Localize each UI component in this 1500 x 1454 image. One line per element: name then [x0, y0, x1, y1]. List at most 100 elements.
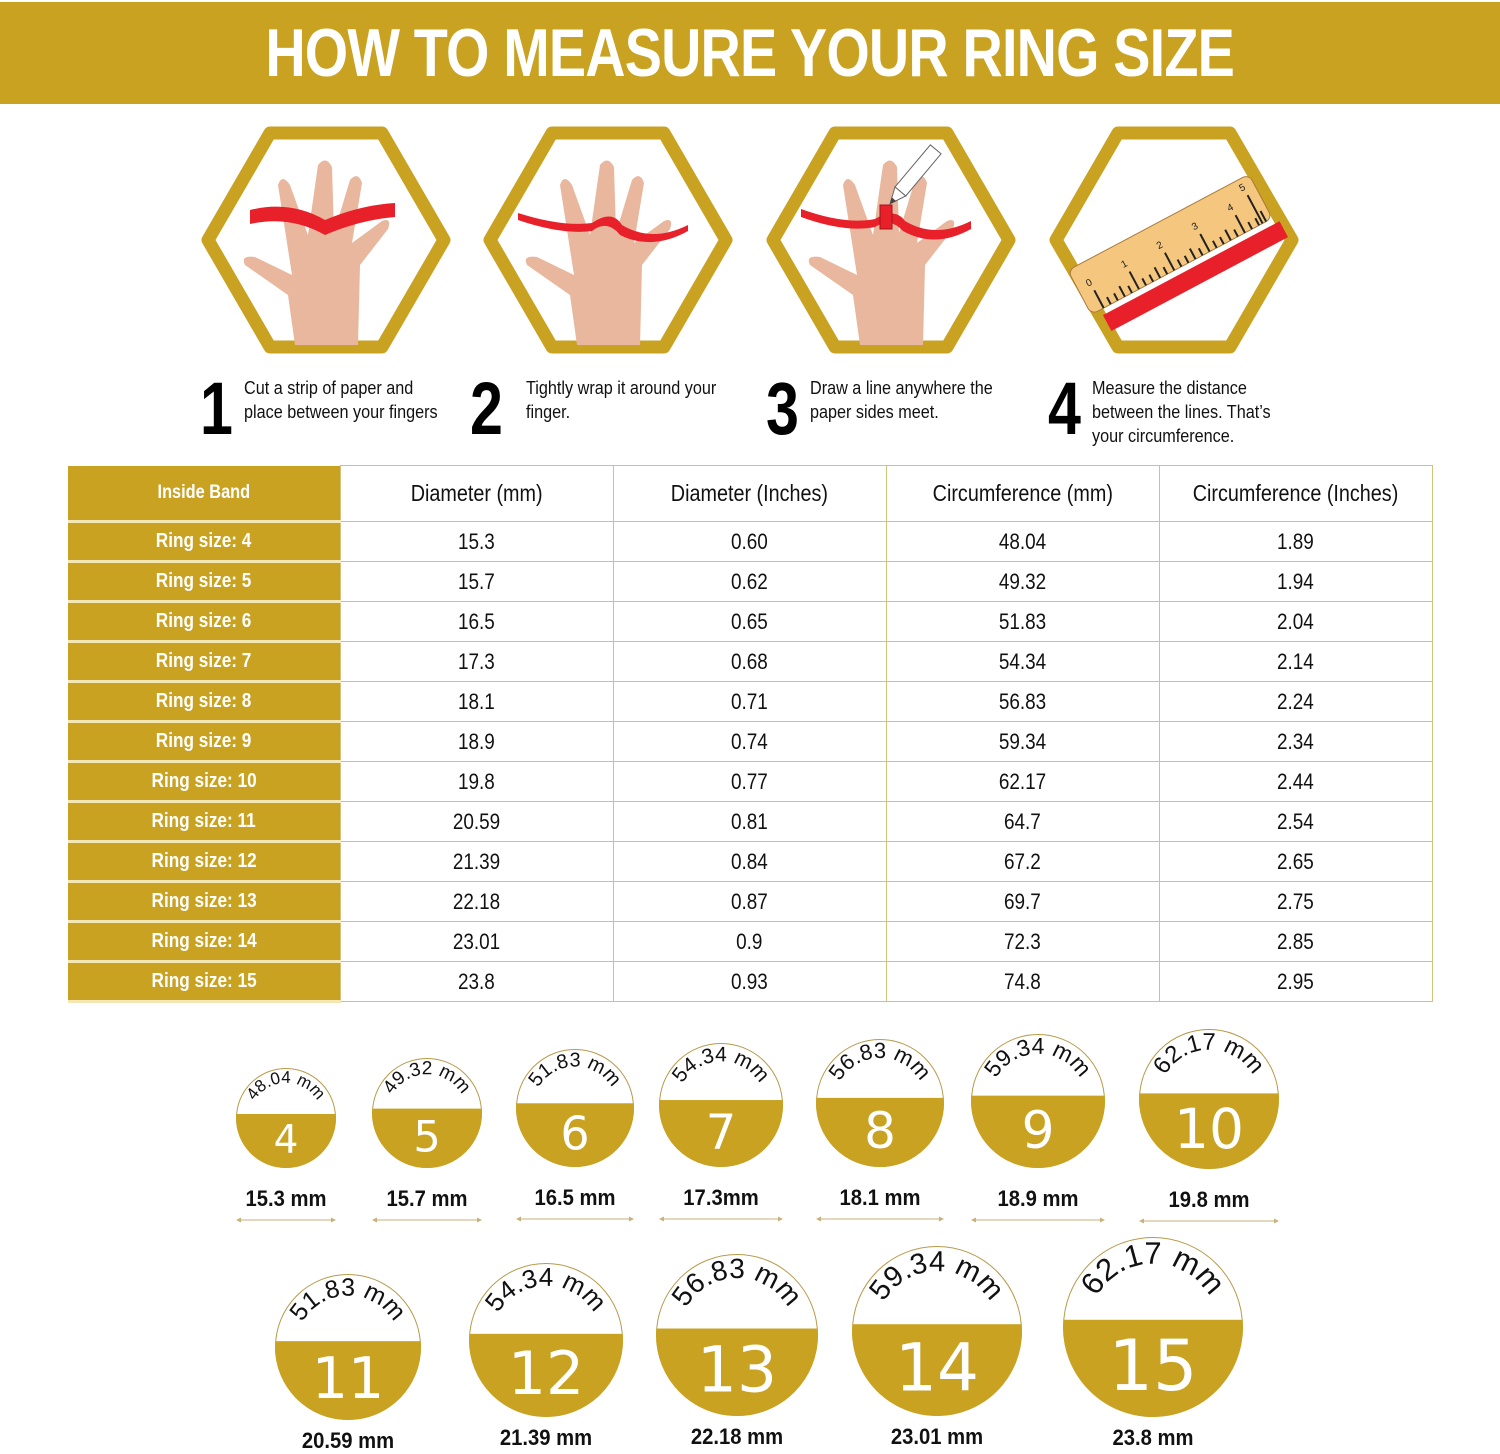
- ring-size-15-circle: 62.17 mm 15 23.8 mm: [1063, 1236, 1243, 1450]
- hand-paper-between-fingers-icon: [200, 125, 452, 355]
- diameter-in-cell: 0.93: [612, 961, 887, 1002]
- width-arrow-icon: [516, 1216, 634, 1222]
- width-arrow-icon: [372, 1217, 482, 1223]
- ring-size-number: 9: [1021, 1101, 1054, 1161]
- table-row: Ring size: 15 23.8 0.93 74.8 2.95: [68, 961, 1433, 1003]
- ring-size-8-circle: 56.83 mm 8 18.1 mm: [816, 1038, 944, 1222]
- table-row: Ring size: 4 15.3 0.60 48.04 1.89: [68, 521, 1433, 563]
- table-row: Ring size: 11 20.59 0.81 64.7 2.54: [68, 801, 1433, 843]
- table-row: Ring size: 8 18.1 0.71 56.83 2.24: [68, 681, 1433, 723]
- row-label-cell: Ring size: 15: [68, 961, 340, 1003]
- diameter-mm-cell: 23.01: [339, 921, 614, 962]
- diameter-label: 17.3mm: [683, 1185, 759, 1210]
- table-row: Ring size: 5 15.7 0.62 49.32 1.94: [68, 561, 1433, 603]
- circumference-mm-cell: 72.3: [885, 921, 1160, 962]
- ring-size-number: 12: [508, 1339, 584, 1409]
- ring-size-11-circle: 51.83 mm 11 20.59 mm: [275, 1274, 421, 1453]
- circumference-in-cell: 2.85: [1158, 921, 1433, 962]
- step-text: Cut a strip of paper and place between y…: [244, 378, 438, 422]
- diameter-in-cell: 0.71: [612, 681, 887, 722]
- diameter-mm-cell: 18.9: [339, 721, 614, 762]
- diameter-label: 23.01 mm: [890, 1424, 984, 1449]
- step-text: Draw a line anywhere the paper sides mee…: [810, 378, 993, 422]
- step-text: Measure the distance between the lines. …: [1092, 378, 1271, 446]
- diameter-label: 18.9 mm: [997, 1186, 1079, 1211]
- diameter-mm-cell: 18.1: [339, 681, 614, 722]
- ring-size-9-circle: 59.34 mm 9 18.9 mm: [971, 1033, 1105, 1223]
- circumference-mm-cell: 51.83: [885, 601, 1160, 642]
- row-label-cell: Ring size: 9: [68, 721, 340, 763]
- diameter-label: 15.3 mm: [245, 1186, 327, 1211]
- ring-size-12-circle: 54.34 mm 12 21.39 mm: [469, 1262, 623, 1450]
- diameter-in-cell: 0.60: [612, 521, 887, 562]
- circumference-mm-cell: 74.8: [885, 961, 1160, 1002]
- table-row: Ring size: 9 18.9 0.74 59.34 2.34: [68, 721, 1433, 763]
- ring-size-number: 13: [697, 1334, 777, 1407]
- ring-size-number: 4: [274, 1118, 299, 1163]
- row-label-cell: Ring size: 13: [68, 881, 340, 923]
- ring-size-5-circle: 49.32 mm 5 15.7 mm: [372, 1058, 482, 1223]
- row-label-cell: Ring size: 7: [68, 641, 340, 683]
- ring-size-number: 7: [706, 1104, 737, 1160]
- table-row: Ring size: 6 16.5 0.65 51.83 2.04: [68, 601, 1433, 643]
- ring-size-number: 11: [312, 1346, 385, 1412]
- diameter-in-cell: 0.81: [612, 801, 887, 842]
- circumference-in-cell: 2.14: [1158, 641, 1433, 682]
- width-arrow-icon: [1139, 1218, 1279, 1224]
- step-number: 4: [1048, 367, 1081, 450]
- diameter-label: 20.59 mm: [301, 1428, 395, 1453]
- width-arrow-icon: [971, 1217, 1105, 1223]
- circumference-in-cell: 2.75: [1158, 881, 1433, 922]
- diameter-label: 22.18 mm: [690, 1424, 784, 1449]
- diameter-mm-cell: 20.59: [339, 801, 614, 842]
- row-label-cell: Ring size: 4: [68, 521, 340, 563]
- col-header-inside-band: Inside Band: [68, 465, 340, 523]
- table-row: Ring size: 7 17.3 0.68 54.34 2.14: [68, 641, 1433, 683]
- diameter-mm-cell: 17.3: [339, 641, 614, 682]
- hand-paper-wrapped-icon: [482, 125, 734, 355]
- step-number: 1: [200, 367, 233, 450]
- circumference-in-cell: 2.95: [1158, 961, 1433, 1002]
- diameter-in-cell: 0.74: [612, 721, 887, 762]
- ring-size-number: 15: [1108, 1325, 1197, 1407]
- ring-size-6-circle: 51.83 mm 6 16.5 mm: [516, 1049, 634, 1222]
- svg-text:3: 3: [1190, 221, 1200, 234]
- circumference-mm-cell: 69.7: [885, 881, 1160, 922]
- diameter-mm-cell: 16.5: [339, 601, 614, 642]
- width-arrow-icon: [659, 1216, 783, 1222]
- diameter-label: 23.8 mm: [1112, 1425, 1194, 1450]
- col-header-circumference-mm: Circumference (mm): [885, 465, 1160, 522]
- svg-text:5: 5: [1237, 182, 1247, 195]
- page-title: HOW TO MEASURE YOUR RING SIZE: [265, 15, 1235, 91]
- step-text: Tightly wrap it around your finger.: [526, 378, 717, 422]
- diameter-in-cell: 0.87: [612, 881, 887, 922]
- diameter-label: 16.5 mm: [534, 1185, 616, 1210]
- svg-text:2: 2: [1155, 239, 1165, 252]
- step-1: 1 Cut a strip of paper and place between…: [200, 372, 474, 446]
- svg-text:0: 0: [1084, 277, 1094, 290]
- circumference-mm-cell: 54.34: [885, 641, 1160, 682]
- circumference-in-cell: 2.65: [1158, 841, 1433, 882]
- circumference-mm-cell: 49.32: [885, 561, 1160, 602]
- diameter-in-cell: 0.77: [612, 761, 887, 802]
- row-label-cell: Ring size: 6: [68, 601, 340, 643]
- ring-size-number: 6: [560, 1106, 589, 1160]
- step-number: 3: [766, 367, 799, 450]
- diameter-mm-cell: 22.18: [339, 881, 614, 922]
- row-label-cell: Ring size: 8: [68, 681, 340, 723]
- ring-size-number: 8: [864, 1102, 896, 1160]
- diameter-label: 15.7 mm: [386, 1186, 468, 1211]
- svg-text:1: 1: [1120, 258, 1130, 271]
- diameter-in-cell: 0.65: [612, 601, 887, 642]
- circumference-mm-cell: 59.34: [885, 721, 1160, 762]
- circumference-mm-cell: 64.7: [885, 801, 1160, 842]
- circumference-mm-cell: 62.17: [885, 761, 1160, 802]
- circumference-in-cell: 2.34: [1158, 721, 1433, 762]
- ruler-measure-icon: 0 1 2 3 4 5: [1048, 125, 1300, 355]
- circumference-in-cell: 1.89: [1158, 521, 1433, 562]
- circumference-mm-cell: 48.04: [885, 521, 1160, 562]
- diameter-mm-cell: 15.7: [339, 561, 614, 602]
- table-row: Ring size: 10 19.8 0.77 62.17 2.44: [68, 761, 1433, 803]
- diameter-mm-cell: 19.8: [339, 761, 614, 802]
- circumference-in-cell: 2.04: [1158, 601, 1433, 642]
